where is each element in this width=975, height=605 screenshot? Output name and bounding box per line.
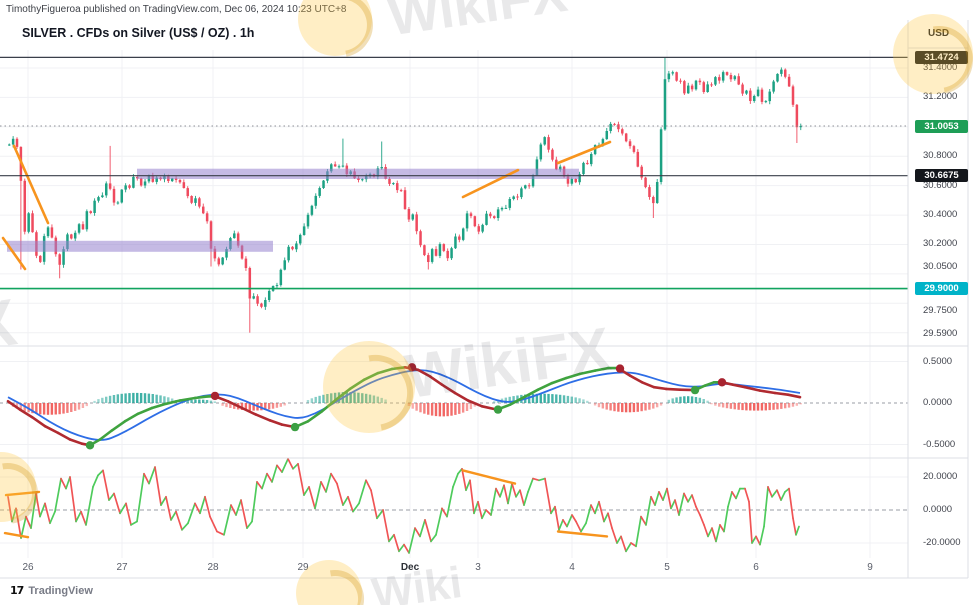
- macd-main-line: [6, 365, 802, 447]
- zone-rect: [7, 240, 273, 252]
- macd-pivot-dot: [493, 405, 503, 414]
- candles-layer: [8, 57, 803, 333]
- orange-trendline: [556, 140, 612, 165]
- osc-orange-line: [556, 530, 609, 538]
- macd-pivot-dot: [717, 378, 727, 387]
- chart-title: SILVER . CFDs on Silver (US$ / OZ) . 1h: [22, 26, 255, 40]
- orange-trendline: [12, 144, 50, 225]
- macd-histogram: [8, 392, 802, 417]
- oscillator-pane: [0, 458, 908, 554]
- tradingview-logo-text: TradingView: [28, 584, 93, 597]
- attribution-text: TimothyFigueroa published on TradingView…: [6, 4, 347, 15]
- tradingview-attribution[interactable]: 17 TradingView: [10, 584, 93, 597]
- macd-pivot-dot: [290, 422, 300, 432]
- macd-pivot-dot: [615, 364, 625, 373]
- macd-pivot-dot: [690, 385, 700, 395]
- price-levels-layer: [0, 56, 908, 290]
- osc-orange-line: [4, 490, 41, 497]
- grid-layer: [0, 50, 908, 558]
- frame-layer: [0, 20, 969, 579]
- osc-line: [7, 458, 800, 554]
- macd-pivot-dot: [210, 391, 220, 401]
- osc-orange-line: [461, 469, 517, 485]
- trendlines-layer: [1, 140, 612, 271]
- tradingview-logo-icon: 17: [10, 584, 24, 597]
- macd-pivot-dot: [407, 363, 417, 372]
- osc-orange-line: [3, 531, 30, 539]
- price-pane: [1, 57, 803, 333]
- macd-signal-line: [7, 369, 801, 441]
- supply-demand-zones: [7, 168, 579, 252]
- zone-rect: [137, 168, 579, 179]
- macd-pivot-dot: [85, 441, 95, 450]
- orange-trendline: [1, 236, 27, 271]
- orange-trendline: [461, 168, 520, 199]
- macd-pane: [0, 363, 908, 450]
